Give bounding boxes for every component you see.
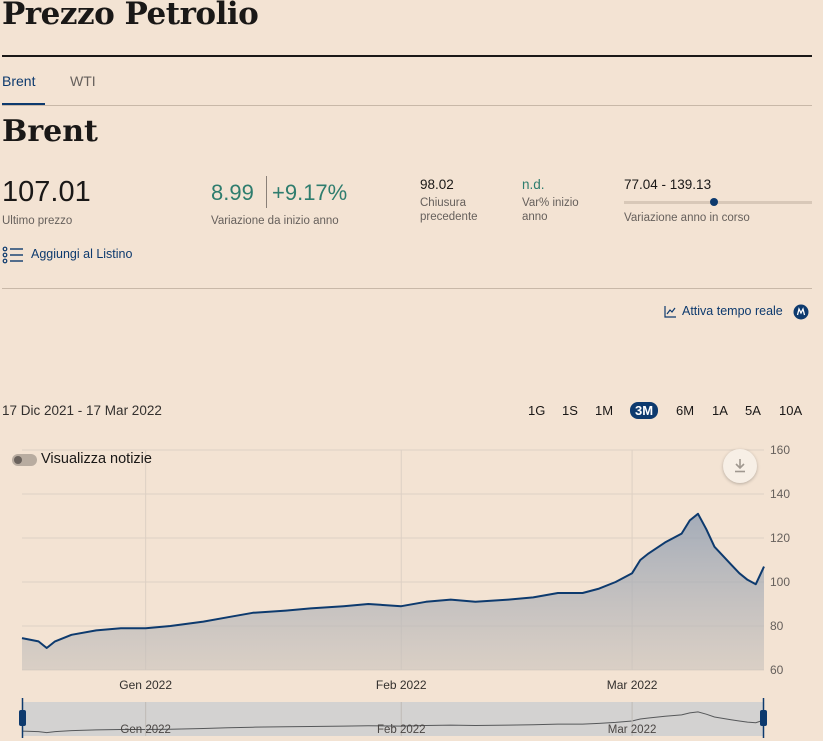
period-1m[interactable]: 1M [595,403,614,418]
line-chart-icon [664,306,676,318]
ytd-change-abs: 8.99 [211,180,254,205]
add-to-watchlist-label: Aggiungi al Listino [31,247,133,261]
download-button[interactable] [723,449,757,483]
header-divider [2,288,812,289]
year-range-value: 77.04 - 139.13 [624,177,712,192]
prev-close-label-2: precedente [420,211,478,223]
price-area [22,513,764,670]
last-price-value: 107.01 [2,176,91,208]
download-icon [735,459,745,473]
period-1g[interactable]: 1G [528,403,546,418]
ytd-var-label-1: Var% inizio [522,197,579,209]
period-5a[interactable]: 5A [745,403,761,418]
ytd-change-label: Variazione da inizio anno [211,215,339,227]
tabs-divider [2,105,812,106]
y-tick-label: 140 [770,487,790,501]
navigator-handle[interactable] [19,698,26,738]
navigator-tick-label: Gen 2022 [120,724,171,736]
news-toggle-label: Visualizza notizie [41,451,152,467]
period-1s[interactable]: 1S [562,403,578,418]
page-title: Prezzo Petrolio [2,0,259,32]
prev-close-value: 98.02 [420,177,454,192]
news-toggle-knob [14,456,22,464]
list-icon [2,246,23,264]
year-range-marker [710,198,718,206]
x-tick-label: Feb 2022 [376,678,427,692]
y-tick-label: 80 [770,619,784,633]
x-tick-label: Mar 2022 [607,678,658,692]
period-3m[interactable]: 3M [630,402,659,419]
navigator-handle[interactable] [760,698,767,738]
y-tick-label: 160 [770,443,790,457]
realtime-button[interactable]: Attiva tempo reale [664,303,812,321]
tab-brent[interactable]: Brent [2,73,36,89]
instrument-title: Brent [2,114,98,149]
realtime-badge-icon [793,304,809,320]
ytd-change-pct: +9.17% [272,180,348,205]
year-range-track [624,201,812,204]
period-10a[interactable]: 10A [779,403,803,418]
year-range-label: Variazione anno in corso [624,212,750,224]
title-divider [2,55,812,57]
date-range-label: 17 Dic 2021 - 17 Mar 2022 [2,403,162,418]
navigator-line [21,711,765,734]
last-price-label: Ultimo prezzo [2,215,73,227]
x-tick-label: Gen 2022 [119,678,172,692]
price-line [21,512,765,649]
active-tab-indicator [2,103,45,106]
tab-wti[interactable]: WTI [70,73,96,89]
period-6m[interactable]: 6M [676,403,695,418]
prev-close-label-1: Chiusura [420,197,467,209]
ytd-var-value: n.d. [522,177,545,192]
y-tick-label: 120 [770,531,790,545]
y-tick-label: 60 [770,663,784,677]
navigator-tick-label: Mar 2022 [608,724,657,736]
change-separator [266,176,267,208]
realtime-label: Attiva tempo reale [682,304,783,318]
period-1a[interactable]: 1A [712,403,728,418]
y-tick-label: 100 [770,575,790,589]
navigator-tick-label: Feb 2022 [377,724,426,736]
price-chart: 60 80 100 120 140 160 Gen 2022 Feb 2022 Mar 2022… [19,443,790,738]
ytd-var-label-2: anno [522,211,548,223]
